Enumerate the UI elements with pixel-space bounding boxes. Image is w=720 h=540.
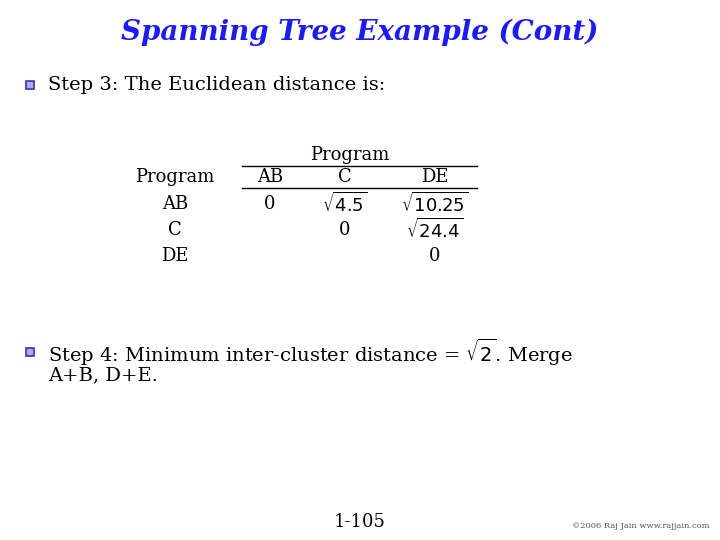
Text: 0: 0: [339, 221, 351, 239]
FancyBboxPatch shape: [26, 348, 34, 356]
Text: AB: AB: [162, 195, 188, 213]
Text: DE: DE: [161, 247, 189, 265]
Text: 0: 0: [429, 247, 441, 265]
Text: Program: Program: [310, 146, 390, 164]
Text: DE: DE: [421, 168, 449, 186]
Text: Step 3: The Euclidean distance is:: Step 3: The Euclidean distance is:: [48, 76, 385, 94]
Text: $\sqrt{4.5}$: $\sqrt{4.5}$: [323, 192, 368, 216]
Text: 0: 0: [264, 195, 276, 213]
Text: AB: AB: [257, 168, 283, 186]
Text: $\sqrt{24.4}$: $\sqrt{24.4}$: [407, 218, 464, 242]
Text: Step 4: Minimum inter-cluster distance = $\sqrt{2}$. Merge: Step 4: Minimum inter-cluster distance =…: [48, 336, 573, 368]
Text: 1-105: 1-105: [334, 513, 386, 531]
Text: Spanning Tree Example (Cont): Spanning Tree Example (Cont): [121, 18, 599, 46]
Text: $\sqrt{10.25}$: $\sqrt{10.25}$: [401, 192, 469, 216]
Text: C: C: [338, 168, 352, 186]
Text: ©2006 Raj Jain www.rajjain.com: ©2006 Raj Jain www.rajjain.com: [572, 522, 710, 530]
FancyBboxPatch shape: [26, 81, 34, 89]
Text: C: C: [168, 221, 182, 239]
Text: A+B, D+E.: A+B, D+E.: [48, 366, 158, 384]
Text: Program: Program: [135, 168, 215, 186]
